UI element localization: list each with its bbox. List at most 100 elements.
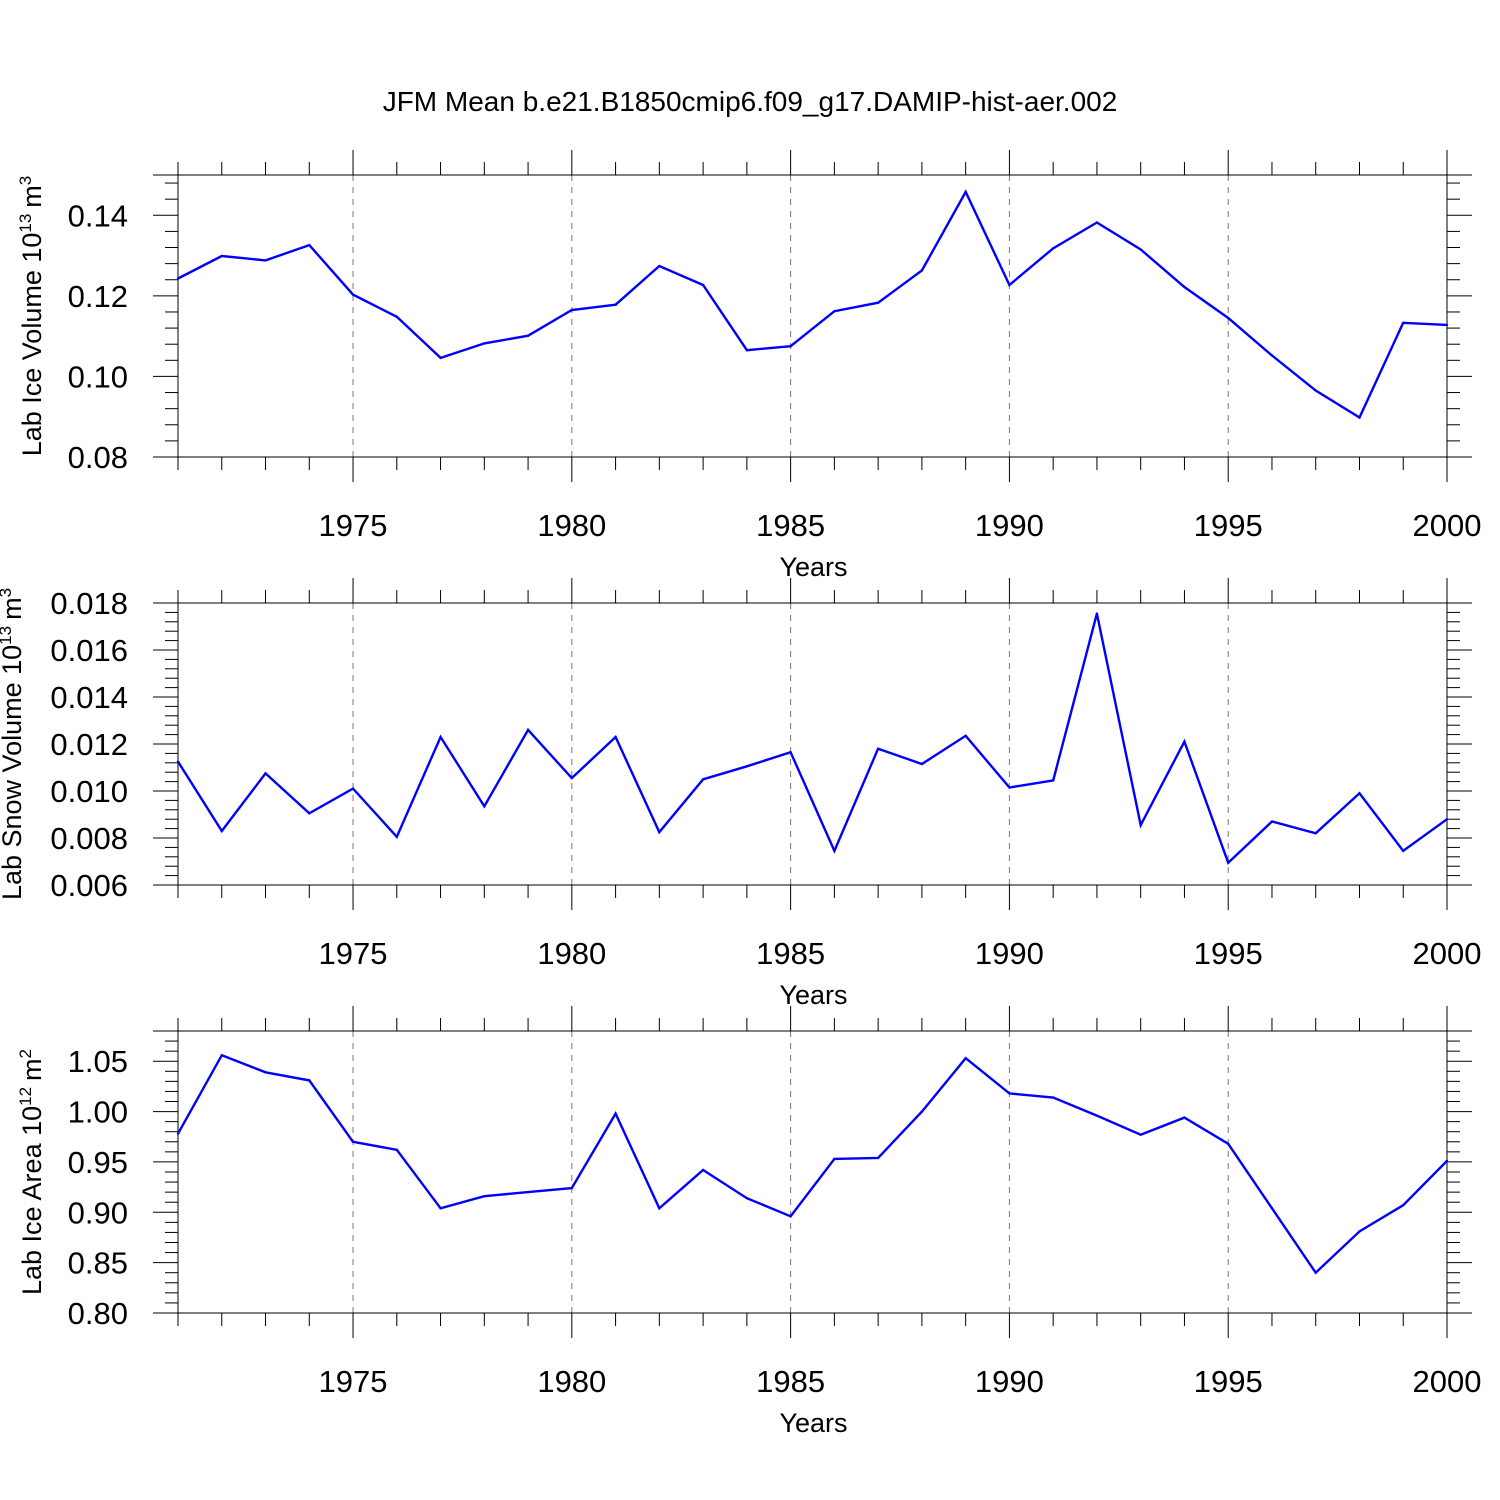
- data-point: [1183, 285, 1186, 289]
- data-point: [1051, 779, 1055, 782]
- data-point: [1183, 740, 1186, 743]
- x-tick-label: 1975: [319, 1364, 388, 1399]
- y-axis-label-unit-var-exponent: 2: [16, 1049, 35, 1058]
- data-point: [1314, 832, 1317, 835]
- data-point: [220, 254, 223, 258]
- figure-title: JFM Mean b.e21.B1850cmip6.f09_g17.DAMIP-…: [383, 86, 1118, 117]
- data-point: [964, 190, 967, 194]
- data-point: [614, 303, 617, 306]
- data-point: [395, 315, 398, 319]
- data-point: [1139, 1133, 1142, 1136]
- data-point: [1445, 323, 1449, 327]
- y-tick-label: 1.05: [68, 1044, 128, 1079]
- x-tick-label: 1990: [975, 1364, 1044, 1399]
- data-point: [1095, 1114, 1099, 1117]
- data-point: [876, 747, 880, 750]
- data-point: [920, 1110, 924, 1113]
- data-point: [701, 778, 705, 781]
- x-tick-label: 2000: [1413, 1364, 1482, 1399]
- data-point: [658, 264, 661, 268]
- data-series-line: [176, 1053, 1448, 1275]
- data-series-line: [176, 613, 1448, 865]
- plot-frame: [177, 1030, 1448, 1314]
- data-point: [1227, 1142, 1230, 1146]
- x-tick-label: 1980: [537, 508, 606, 543]
- x-tick-label: 1985: [756, 508, 825, 543]
- y-axis-label-name: Lab Ice Volume: [17, 263, 47, 457]
- y-tick-label: 1.00: [68, 1095, 128, 1130]
- y-tick-label: 0.10: [68, 359, 128, 394]
- data-point: [614, 1112, 617, 1115]
- data-point: [1402, 849, 1405, 853]
- y-axis-label-unit-var: m: [17, 185, 47, 208]
- data-point: [964, 1056, 967, 1060]
- x-axis-label: Years: [779, 552, 847, 582]
- data-point: [439, 1207, 442, 1210]
- y-axis-label-unit-base: 10: [17, 1106, 47, 1136]
- data-point: [833, 849, 836, 853]
- data-point: [1445, 818, 1449, 821]
- y-axis-label: Lab Ice Area 1012 m2: [16, 1049, 47, 1295]
- y-axis-label-unit-var: m: [0, 597, 27, 620]
- data-point: [220, 829, 223, 833]
- y-axis-label-unit-var-exponent: 3: [16, 176, 35, 185]
- data-point: [570, 1186, 574, 1190]
- data-point: [351, 293, 355, 296]
- data-point: [745, 349, 749, 352]
- data-point: [570, 776, 574, 780]
- data-point: [351, 1140, 355, 1143]
- x-tick-label: 1995: [1194, 508, 1263, 543]
- x-tick-label: 2000: [1413, 936, 1482, 971]
- x-tick-label: 1995: [1194, 936, 1263, 971]
- y-axis-label: Lab Snow Volume 1013 m3: [0, 588, 27, 900]
- data-point: [483, 1194, 486, 1198]
- y-axis-label-name: Lab Ice Area: [17, 1136, 47, 1295]
- data-point: [1051, 1096, 1055, 1099]
- y-axis-label-unit-base: 10: [0, 645, 27, 675]
- data-point: [1008, 1092, 1011, 1095]
- data-point: [658, 1207, 661, 1210]
- data-point: [351, 787, 355, 790]
- x-tick-label: 1995: [1194, 1364, 1263, 1399]
- y-tick-label: 0.006: [50, 868, 128, 903]
- chart-panel-3: 0.80 0.85 0.90 0.95 1.00 1.05 1975 1980 1985 1990…: [16, 1006, 1481, 1438]
- data-point: [876, 1156, 880, 1160]
- data-point: [483, 342, 486, 345]
- data-point: [395, 1148, 398, 1152]
- data-point: [789, 751, 792, 754]
- data-point: [439, 356, 442, 360]
- data-point: [308, 243, 311, 247]
- data-point: [1227, 861, 1230, 864]
- data-point: [964, 734, 967, 737]
- data-point: [1445, 1159, 1449, 1163]
- data-point: [920, 762, 924, 766]
- data-point: [1183, 1116, 1186, 1119]
- y-axis-label-unit-var-exponent: 3: [0, 588, 15, 597]
- data-point: [1402, 321, 1405, 325]
- y-tick-label: 0.80: [68, 1296, 128, 1331]
- data-point: [1402, 1204, 1405, 1207]
- data-point: [701, 1168, 705, 1172]
- data-point: [526, 1190, 530, 1194]
- data-point: [701, 283, 705, 287]
- y-tick-label: 0.016: [50, 633, 128, 668]
- x-tick-label: 1975: [319, 936, 388, 971]
- data-point: [1051, 247, 1055, 250]
- data-point: [1314, 1271, 1317, 1274]
- y-axis-label-unit-exponent: 13: [16, 214, 35, 233]
- data-point: [176, 277, 180, 280]
- data-point: [1139, 248, 1142, 251]
- data-point: [264, 1071, 267, 1074]
- y-axis-label-unit-base: 10: [17, 233, 47, 263]
- data-point: [264, 259, 267, 262]
- y-axis-label-name: Lab Snow Volume: [0, 675, 27, 900]
- data-point: [1095, 612, 1099, 615]
- plot-frame: [177, 602, 1448, 886]
- y-tick-label: 0.012: [50, 727, 128, 762]
- data-point: [833, 1157, 836, 1161]
- y-tick-label: 0.85: [68, 1246, 128, 1281]
- data-point: [483, 805, 486, 808]
- data-point: [176, 1132, 180, 1135]
- data-point: [1095, 221, 1099, 224]
